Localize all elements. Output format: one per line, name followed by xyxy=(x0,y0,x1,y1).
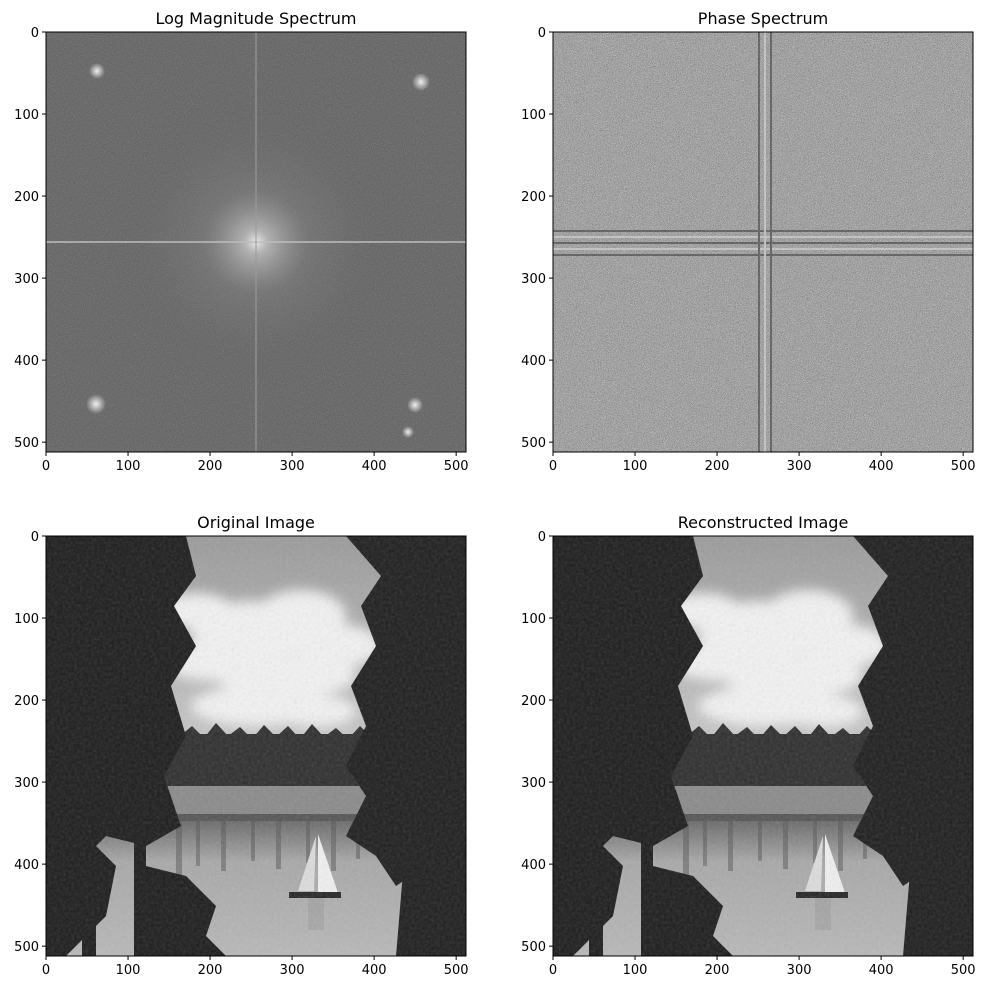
x-tick-label: 0 xyxy=(42,459,50,474)
y-tick-label: 100 xyxy=(14,612,39,627)
panel-original-image: Original Image 0 100 200 300 400 500010020030… xyxy=(14,513,468,978)
y-tick-label: 300 xyxy=(14,776,39,791)
x-tick-label: 100 xyxy=(623,459,648,474)
x-tick-label: 300 xyxy=(280,459,305,474)
x-tick-label: 0 xyxy=(42,963,50,978)
x-tick-label: 100 xyxy=(116,459,141,474)
x-tick-label: 400 xyxy=(869,459,894,474)
y-tick-label: 0 xyxy=(31,26,39,41)
y-tick-label: 400 xyxy=(14,858,39,873)
y-tick-label: 100 xyxy=(14,108,39,123)
y-tick-label: 500 xyxy=(14,436,39,451)
x-tick-label: 100 xyxy=(623,963,648,978)
panel-title: Phase Spectrum xyxy=(698,9,828,28)
x-tick-label: 500 xyxy=(444,459,469,474)
panel-title: Reconstructed Image xyxy=(678,513,849,532)
reconstructed-image xyxy=(553,536,973,956)
y-tick-label: 300 xyxy=(14,272,39,287)
panel-phase-spectrum: Phase Spectrum 0 100 200 300 400 500010020030… xyxy=(521,9,975,474)
y-tick-label: 0 xyxy=(31,530,39,545)
y-tick-label: 200 xyxy=(14,694,39,709)
x-tick-label: 200 xyxy=(705,459,730,474)
y-tick-label: 100 xyxy=(521,108,546,123)
x-tick-label: 0 xyxy=(549,963,557,978)
x-tick-label: 400 xyxy=(869,963,894,978)
y-tick-label: 500 xyxy=(14,940,39,955)
y-tick-label: 400 xyxy=(521,354,546,369)
x-tick-label: 500 xyxy=(444,963,469,978)
y-tick-label: 300 xyxy=(521,272,546,287)
x-tick-label: 200 xyxy=(198,459,223,474)
phase-image xyxy=(553,32,973,452)
original-image xyxy=(46,536,466,956)
y-tick-label: 200 xyxy=(521,694,546,709)
x-tick-label: 300 xyxy=(280,963,305,978)
x-tick-label: 200 xyxy=(705,963,730,978)
x-tick-label: 0 xyxy=(549,459,557,474)
y-tick-label: 100 xyxy=(521,612,546,627)
x-tick-label: 300 xyxy=(787,459,812,474)
y-tick-label: 500 xyxy=(521,436,546,451)
y-tick-label: 200 xyxy=(14,190,39,205)
panel-reconstructed-image: Reconstructed Image 0 100 200 300 400 5000100… xyxy=(521,513,975,978)
panel-title: Log Magnitude Spectrum xyxy=(155,9,356,28)
x-tick-label: 100 xyxy=(116,963,141,978)
x-tick-label: 400 xyxy=(362,963,387,978)
x-tick-label: 300 xyxy=(787,963,812,978)
y-tick-label: 400 xyxy=(14,354,39,369)
x-tick-label: 400 xyxy=(362,459,387,474)
y-tick-label: 0 xyxy=(538,26,546,41)
y-tick-label: 0 xyxy=(538,530,546,545)
log-magnitude-image xyxy=(46,32,466,452)
panel-title: Original Image xyxy=(197,513,315,532)
y-tick-label: 300 xyxy=(521,776,546,791)
x-tick-label: 500 xyxy=(951,963,976,978)
y-tick-label: 400 xyxy=(521,858,546,873)
x-tick-label: 500 xyxy=(951,459,976,474)
panel-log-magnitude-spectrum: Log Magnitude Spectrum 0 100 200 300 400 5000… xyxy=(14,9,468,474)
x-tick-label: 200 xyxy=(198,963,223,978)
y-tick-label: 200 xyxy=(521,190,546,205)
y-tick-label: 500 xyxy=(521,940,546,955)
